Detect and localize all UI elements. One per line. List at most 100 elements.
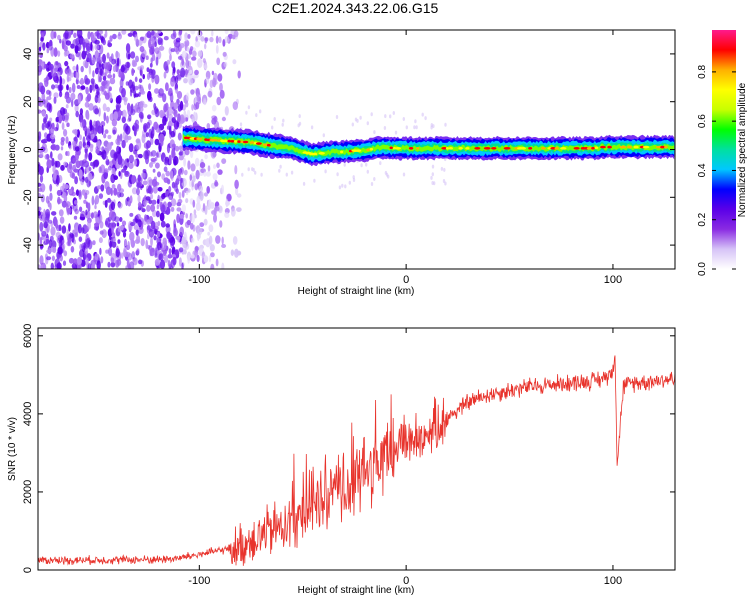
noise-speckle bbox=[167, 201, 172, 208]
noise-speckle bbox=[96, 86, 100, 96]
noise-speckle bbox=[76, 64, 79, 73]
noise-speckle bbox=[79, 37, 86, 45]
noise-speckle bbox=[159, 109, 165, 119]
signal-hotspot bbox=[389, 146, 393, 150]
noise-speckle bbox=[78, 223, 82, 234]
noise-speckle bbox=[59, 235, 64, 241]
noise-speckle bbox=[75, 189, 80, 197]
signal-hotspot bbox=[408, 147, 414, 150]
noise-speckle bbox=[147, 90, 152, 101]
noise-speckle bbox=[89, 143, 94, 153]
noise-speckle bbox=[66, 163, 73, 174]
noise-speckle bbox=[421, 112, 424, 117]
noise-speckle bbox=[138, 78, 143, 83]
noise-speckle bbox=[46, 120, 52, 130]
noise-speckle bbox=[134, 76, 138, 83]
noise-speckle bbox=[173, 109, 178, 118]
noise-speckle bbox=[163, 254, 169, 263]
noise-speckle bbox=[131, 187, 138, 195]
noise-speckle bbox=[216, 96, 222, 106]
noise-speckle bbox=[95, 148, 100, 154]
noise-speckle bbox=[137, 201, 142, 208]
noise-speckle bbox=[80, 77, 84, 86]
noise-speckle bbox=[40, 85, 46, 95]
noise-speckle bbox=[58, 239, 63, 250]
noise-speckle bbox=[91, 263, 96, 269]
noise-speckle bbox=[146, 140, 151, 149]
noise-speckle bbox=[177, 55, 183, 60]
noise-speckle bbox=[98, 107, 101, 117]
noise-speckle bbox=[107, 261, 111, 268]
noise-speckle bbox=[38, 264, 41, 269]
noise-speckle bbox=[115, 50, 119, 58]
noise-speckle bbox=[131, 68, 135, 76]
noise-speckle bbox=[282, 118, 285, 123]
noise-speckle bbox=[219, 220, 223, 228]
noise-speckle bbox=[157, 30, 162, 34]
noise-speckle bbox=[149, 72, 152, 79]
noise-speckle bbox=[196, 195, 201, 205]
signal-hotspot bbox=[483, 147, 491, 150]
noise-speckle bbox=[101, 83, 105, 92]
noise-speckle bbox=[232, 59, 237, 65]
noise-speckle bbox=[187, 72, 191, 82]
noise-speckle bbox=[209, 79, 214, 89]
noise-speckle bbox=[85, 257, 89, 266]
noise-speckle bbox=[195, 102, 200, 110]
noise-speckle bbox=[146, 67, 150, 73]
noise-speckle bbox=[98, 56, 103, 64]
noise-speckle bbox=[164, 161, 169, 166]
noise-speckle bbox=[148, 39, 152, 49]
noise-speckle bbox=[61, 37, 68, 47]
noise-speckle bbox=[101, 124, 104, 135]
noise-speckle bbox=[57, 84, 63, 92]
noise-speckle bbox=[124, 239, 127, 247]
noise-speckle bbox=[88, 167, 92, 172]
noise-speckle bbox=[384, 114, 387, 119]
noise-speckle bbox=[38, 136, 41, 142]
noise-speckle bbox=[51, 157, 55, 167]
noise-speckle bbox=[162, 237, 167, 245]
noise-speckle bbox=[85, 86, 89, 95]
noise-speckle bbox=[351, 122, 354, 127]
x-tick-label: -100 bbox=[188, 575, 210, 587]
noise-speckle bbox=[94, 253, 99, 261]
signal-hotspot bbox=[491, 147, 497, 150]
noise-speckle bbox=[75, 70, 80, 80]
noise-speckle bbox=[96, 30, 100, 38]
signal-hotspot bbox=[394, 147, 401, 150]
noise-speckle bbox=[148, 229, 155, 238]
noise-speckle bbox=[59, 91, 63, 98]
noise-speckle bbox=[104, 129, 109, 134]
noise-speckle bbox=[112, 238, 116, 242]
noise-speckle bbox=[108, 56, 113, 63]
noise-speckle bbox=[102, 103, 107, 112]
noise-speckle bbox=[197, 233, 200, 242]
noise-speckle bbox=[183, 169, 188, 176]
noise-speckle bbox=[140, 203, 144, 211]
noise-speckle bbox=[114, 151, 118, 161]
noise-speckle bbox=[70, 92, 76, 101]
noise-speckle bbox=[80, 65, 84, 73]
noise-speckle bbox=[100, 35, 104, 41]
noise-speckle bbox=[55, 116, 60, 123]
noise-speckle bbox=[82, 136, 86, 145]
noise-speckle bbox=[127, 241, 130, 250]
signal-hotspot bbox=[465, 147, 470, 150]
noise-speckle bbox=[75, 160, 81, 169]
noise-speckle bbox=[125, 125, 131, 135]
noise-speckle bbox=[190, 254, 195, 259]
noise-speckle bbox=[366, 121, 369, 126]
noise-speckle bbox=[209, 244, 215, 252]
noise-speckle bbox=[41, 122, 45, 131]
signal-hotspot bbox=[340, 150, 344, 154]
signal-hotspot bbox=[619, 145, 627, 149]
noise-speckle bbox=[111, 167, 116, 176]
noise-speckle bbox=[92, 127, 98, 136]
noise-speckle bbox=[184, 148, 190, 156]
noise-speckle bbox=[394, 130, 398, 135]
noise-speckle bbox=[72, 164, 77, 172]
noise-speckle bbox=[79, 264, 82, 269]
noise-speckle bbox=[149, 47, 152, 56]
noise-speckle bbox=[128, 154, 134, 164]
